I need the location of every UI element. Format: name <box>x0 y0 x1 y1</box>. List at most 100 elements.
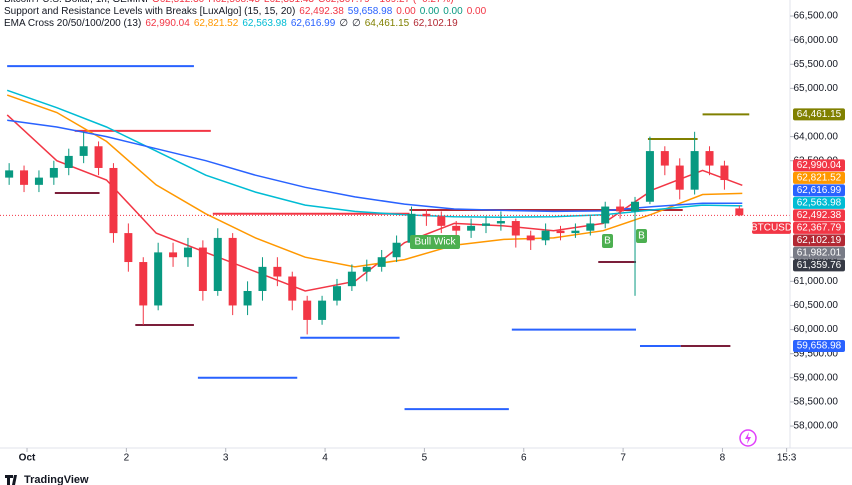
candle-body <box>347 271 356 287</box>
price-label-box <box>793 340 845 353</box>
price-label: 62,492.38 <box>797 210 842 221</box>
candle-body <box>482 223 491 226</box>
legend-line: Bitcoin / U.S. Dollar, 1h, GEMINI O62,512… <box>4 0 490 6</box>
price-label: 62,616.99 <box>797 185 842 196</box>
candle-body <box>273 266 282 277</box>
x-tick-label: 8 <box>720 453 726 464</box>
candle-body <box>377 257 386 267</box>
legend-text: 62,102.19 <box>413 18 458 29</box>
candle-body <box>556 230 565 234</box>
x-tick-label: 15:3 <box>777 453 797 464</box>
y-tick-label: 60,000.00 <box>794 324 839 335</box>
candle-body <box>541 230 550 241</box>
candle-body <box>645 151 654 202</box>
candle-body <box>660 151 669 166</box>
legend-text: 59,658.98 <box>347 6 393 17</box>
price-label: 62,102.19 <box>797 235 842 246</box>
legend-text: 0.00 <box>443 6 463 17</box>
x-tick-label: 6 <box>521 453 527 464</box>
price-label-box <box>793 196 845 209</box>
candle-body <box>690 151 699 190</box>
ema-line <box>6 94 743 268</box>
legend-text: Bitcoin / U.S. Dollar, 1h, GEMINI <box>4 0 148 5</box>
candle-body <box>452 225 461 231</box>
legend-text: 62,990.04 <box>145 18 190 29</box>
legend-text: 62,821.52 <box>193 18 239 29</box>
candle-body <box>601 206 610 224</box>
price-label: 59,658.98 <box>797 341 842 352</box>
candle-body <box>288 276 297 301</box>
legend: Bitcoin / U.S. Dollar, 1h, GEMINI O62,512… <box>4 0 490 30</box>
x-tick-label: Oct <box>19 453 36 464</box>
legend-line: EMA Cross 20/50/100/200 (13) 62,990.04 62,… <box>4 18 490 30</box>
price-label-box <box>793 259 845 272</box>
legend-text: ∅ <box>339 18 349 29</box>
legend-text: −169.27 (−0.27%) <box>374 0 454 5</box>
legend-text: 0.00 <box>466 6 487 17</box>
ema-line <box>7 119 743 213</box>
annotation-box <box>602 234 613 248</box>
annotation-box <box>410 235 460 249</box>
candle-body <box>258 266 267 291</box>
candle-body <box>303 300 312 320</box>
legend-text: 0.00 <box>419 6 440 17</box>
candle-body <box>631 201 640 212</box>
legend-text: 62,492.38 <box>299 6 344 17</box>
candle-body <box>124 233 133 263</box>
x-tick-label: 5 <box>422 453 428 464</box>
candle-body <box>5 170 14 178</box>
candle-body <box>392 242 401 258</box>
candle-body <box>735 208 744 216</box>
x-tick-label: 7 <box>620 453 626 464</box>
y-tick-label: 60,500.00 <box>794 300 839 311</box>
y-tick-label: 65,000.00 <box>794 83 839 94</box>
y-tick-label: 66,500.00 <box>794 11 839 22</box>
price-label-box <box>793 184 845 197</box>
price-label: 61,359.76 <box>797 260 842 271</box>
legend-text: H62,568.45 <box>208 0 260 5</box>
legend-text: ∅ <box>352 18 361 29</box>
price-label: 62,821.52 <box>797 173 842 184</box>
candle-body <box>139 262 148 306</box>
candle-body <box>49 167 58 178</box>
y-tick-label: 61,000.00 <box>794 276 839 287</box>
y-tick-label: 64,000.00 <box>794 131 839 142</box>
symbol-tag-box <box>752 221 791 234</box>
candle-body <box>20 170 29 185</box>
candle-body <box>586 223 595 231</box>
candle-body <box>183 247 192 258</box>
price-label: 64,461.15 <box>797 109 842 120</box>
price-label-box <box>793 209 845 222</box>
legend-text: EMA Cross 20/50/100/200 (13) <box>4 18 142 29</box>
y-tick-label: 66,000.00 <box>794 35 839 46</box>
x-tick-label: 2 <box>124 453 130 464</box>
candle-body <box>511 221 520 236</box>
price-label: 62,367.79 <box>797 223 842 234</box>
candle-body <box>332 286 341 301</box>
brand-name: TradingView <box>24 474 89 485</box>
candle-body <box>169 252 178 258</box>
candle-body <box>720 165 729 181</box>
legend-line: Support and Resistance Levels with Break… <box>4 6 490 18</box>
ema-line <box>6 89 743 218</box>
legend-text: Support and Resistance Levels with Break… <box>4 6 296 17</box>
candle-body <box>228 237 237 306</box>
candle-body <box>407 213 416 243</box>
legend-text: O62,512.30 <box>152 0 204 5</box>
price-label-box <box>793 246 845 259</box>
legend-text: 62,563.98 <box>242 18 287 29</box>
candle-body <box>79 146 88 156</box>
plot-area <box>0 65 790 411</box>
y-tick-label: 58,000.00 <box>794 421 839 432</box>
price-label-box <box>793 171 845 184</box>
price-label-box <box>793 234 845 247</box>
legend-text: 0.00 <box>396 6 416 17</box>
x-tick-label: 4 <box>322 453 328 464</box>
candle-body <box>198 247 207 291</box>
candle-body <box>243 290 252 306</box>
candle-body <box>422 213 431 217</box>
price-label-box <box>793 221 845 234</box>
price-label: 62,563.98 <box>797 198 842 209</box>
